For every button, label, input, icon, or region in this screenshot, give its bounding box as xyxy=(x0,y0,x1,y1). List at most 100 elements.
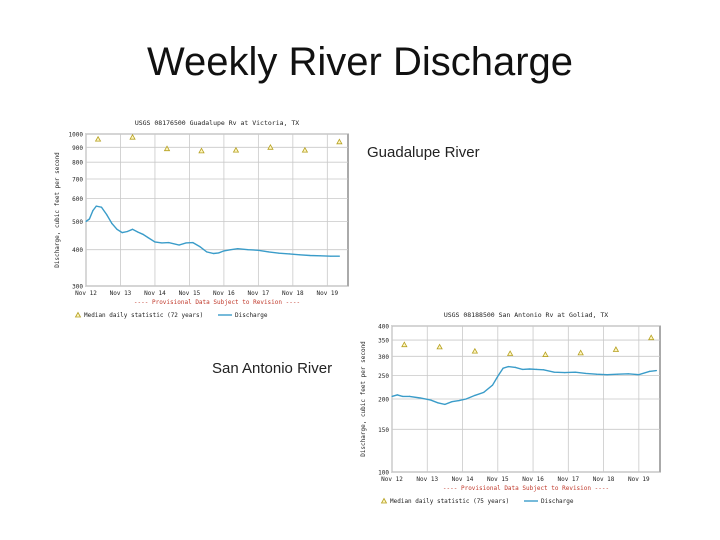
x-tick-label: Nov 17 xyxy=(557,476,579,483)
discharge-point xyxy=(543,369,545,371)
discharge-point xyxy=(161,242,163,244)
y-axis-label: Discharge, cubic feet per second xyxy=(360,341,367,457)
discharge-point xyxy=(278,252,280,254)
y-axis-label: Discharge, cubic feet per second xyxy=(54,152,61,268)
discharge-point xyxy=(627,373,629,375)
discharge-point xyxy=(483,391,485,393)
discharge-point xyxy=(430,399,432,401)
discharge-point xyxy=(126,230,128,233)
legend-discharge-label: Discharge xyxy=(235,312,268,319)
discharge-point xyxy=(497,375,499,377)
y-tick-label: 800 xyxy=(72,160,83,167)
discharge-point xyxy=(330,255,332,257)
x-tick-label: Nov 18 xyxy=(593,476,615,483)
median-marker xyxy=(506,350,514,356)
discharge-point xyxy=(223,250,225,252)
x-tick-label: Nov 15 xyxy=(487,476,509,483)
discharge-point xyxy=(257,249,259,251)
discharge-point xyxy=(247,249,249,251)
discharge-point xyxy=(121,231,123,234)
discharge-point xyxy=(319,255,322,257)
x-tick-label: Nov 12 xyxy=(75,290,97,297)
discharge-point xyxy=(192,242,194,244)
median-marker xyxy=(94,135,102,142)
y-tick-label: 250 xyxy=(378,373,389,380)
discharge-point xyxy=(528,368,531,370)
x-tick-label: Nov 13 xyxy=(416,476,438,483)
discharge-point xyxy=(106,214,108,216)
y-tick-label: 400 xyxy=(72,247,83,254)
x-tick-label: Nov 14 xyxy=(144,290,166,297)
x-tick-label: Nov 12 xyxy=(381,476,403,483)
discharge-point xyxy=(288,253,290,255)
discharge-point xyxy=(309,254,311,257)
median-marker xyxy=(198,147,205,154)
discharge-point xyxy=(268,251,270,253)
san-antonio-discharge-chart: USGS 08188500 San Antonio Rv at Goliad, … xyxy=(360,306,670,516)
discharge-point xyxy=(606,374,608,376)
legend-median-marker xyxy=(74,311,82,318)
median-marker xyxy=(129,133,136,140)
legend-discharge-label: Discharge xyxy=(541,498,574,505)
median-marker xyxy=(163,145,171,152)
y-tick-label: 1000 xyxy=(69,132,84,139)
y-tick-label: 400 xyxy=(378,324,389,331)
median-marker xyxy=(232,146,240,153)
median-marker xyxy=(401,341,408,348)
chart-title: USGS 08188500 San Antonio Rv at Goliad, … xyxy=(444,311,608,319)
discharge-point xyxy=(474,394,476,396)
discharge-point xyxy=(514,366,517,368)
discharge-point xyxy=(206,251,208,253)
discharge-point xyxy=(299,254,301,256)
median-marker xyxy=(648,334,655,341)
discharge-point xyxy=(116,228,118,230)
discharge-point xyxy=(137,231,139,233)
guadalupe-discharge-chart: USGS 08176500 Guadalupe Rv at Victoria, … xyxy=(48,114,358,334)
discharge-point xyxy=(502,367,504,369)
guadalupe-river-caption: Guadalupe River xyxy=(367,144,480,161)
discharge-point xyxy=(491,384,494,386)
discharge-point xyxy=(574,371,576,373)
discharge-point xyxy=(212,252,215,255)
discharge-point xyxy=(111,222,113,225)
discharge-point xyxy=(458,399,460,402)
median-marker xyxy=(436,343,443,350)
median-marker xyxy=(336,138,343,145)
discharge-point xyxy=(95,205,97,207)
discharge-point xyxy=(92,210,94,212)
x-tick-label: Nov 16 xyxy=(522,476,544,483)
discharge-point xyxy=(617,373,619,375)
discharge-point xyxy=(396,394,398,396)
discharge-point xyxy=(178,244,180,246)
discharge-point xyxy=(88,218,91,220)
discharge-point xyxy=(419,397,421,399)
x-tick-label: Nov 19 xyxy=(316,290,338,297)
chart-title: USGS 08176500 Guadalupe Rv at Victoria, … xyxy=(135,119,299,127)
provisional-note: ---- Provisional Data Subject to Revisio… xyxy=(443,485,609,492)
y-tick-label: 350 xyxy=(378,338,389,345)
x-tick-label: Nov 18 xyxy=(282,290,304,297)
provisional-note: ---- Provisional Data Subject to Revisio… xyxy=(134,299,300,306)
y-tick-label: 150 xyxy=(378,427,389,434)
discharge-point xyxy=(409,395,411,397)
y-tick-label: 700 xyxy=(72,177,83,184)
x-tick-label: Nov 14 xyxy=(452,476,474,483)
discharge-point xyxy=(237,248,239,250)
median-marker xyxy=(612,346,620,352)
median-marker xyxy=(542,351,549,357)
discharge-point xyxy=(564,371,566,374)
x-tick-label: Nov 17 xyxy=(248,290,270,297)
y-tick-label: 900 xyxy=(72,145,83,152)
median-marker xyxy=(471,347,479,354)
discharge-point xyxy=(154,241,156,243)
plot-frame xyxy=(85,133,349,287)
discharge-point xyxy=(437,402,439,404)
discharge-point xyxy=(638,374,640,376)
slide-title: Weekly River Discharge xyxy=(146,40,574,84)
y-tick-label: 500 xyxy=(72,219,83,226)
discharge-point xyxy=(595,373,598,375)
san-antonio-river-caption: San Antonio River xyxy=(212,360,333,377)
median-marker xyxy=(267,143,274,150)
y-tick-label: 100 xyxy=(378,470,389,477)
discharge-point xyxy=(85,220,87,223)
